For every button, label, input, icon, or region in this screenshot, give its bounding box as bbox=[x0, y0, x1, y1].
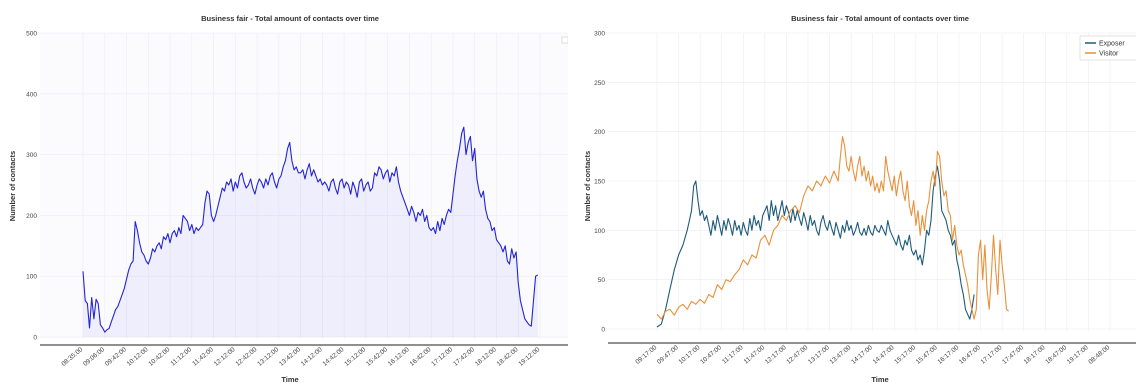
x-tick-label: 09:06:00 bbox=[82, 346, 106, 368]
y-tick-label: 200 bbox=[26, 213, 37, 220]
series-line bbox=[82, 126, 539, 333]
x-tick-label: 11:42:00 bbox=[191, 346, 215, 368]
x-tick-label: 16:47:00 bbox=[958, 344, 982, 366]
y-axis-ticks: 0 50 100 150 200 250 300 bbox=[594, 31, 605, 334]
y-axis-ticks: 0 100 200 300 400 500 bbox=[26, 31, 37, 342]
legend-box bbox=[561, 36, 568, 44]
x-tick-label: 11:17:00 bbox=[721, 344, 745, 366]
chart-title: Business fair - Total amount of contacts… bbox=[201, 14, 379, 23]
x-tick-label: 13:42:00 bbox=[278, 346, 302, 368]
visitor-series-line bbox=[656, 136, 1009, 320]
x-tick-label: 17:47:00 bbox=[1001, 344, 1025, 366]
x-tick-label: 12:42:00 bbox=[234, 346, 258, 368]
y-axis-label: Number of contacts bbox=[8, 151, 17, 221]
y-tick-label: 400 bbox=[26, 91, 37, 98]
x-tick-label: 10:12:00 bbox=[126, 346, 150, 368]
x-tick-label: 14:42:00 bbox=[322, 346, 346, 368]
y-tick-label: 300 bbox=[594, 31, 605, 38]
plot-area bbox=[40, 33, 568, 338]
x-tick-label: 14:47:00 bbox=[872, 344, 896, 366]
x-tick-label: 17:12:00 bbox=[430, 346, 454, 368]
x-axis-ticks: 08:35:0009:06:0009:42:0010:12:0010:42:00… bbox=[60, 346, 541, 368]
x-tick-label: 08:48:00 bbox=[1087, 344, 1111, 366]
y-axis-label: Number of contacts bbox=[583, 151, 592, 221]
y-tick-label: 300 bbox=[26, 152, 37, 159]
x-tick-label: 14:12:00 bbox=[300, 346, 324, 368]
x-tick-label: 16:42:00 bbox=[409, 346, 433, 368]
plot-area bbox=[608, 33, 1136, 335]
legend: Exposer Visitor bbox=[1079, 35, 1136, 61]
x-tick-label: 17:42:00 bbox=[452, 346, 476, 368]
total-contacts-chart: Business fair - Total amount of contacts… bbox=[8, 14, 568, 383]
x-tick-label: 16:12:00 bbox=[387, 346, 411, 368]
legend-label-exposer: Exposer bbox=[1099, 41, 1125, 48]
x-tick-label: 09:47:00 bbox=[656, 344, 680, 366]
x-tick-label: 18:17:00 bbox=[1023, 344, 1047, 366]
x-axis-label: Time bbox=[281, 375, 298, 383]
y-tick-label: 250 bbox=[594, 80, 605, 87]
x-tick-label: 14:17:00 bbox=[850, 344, 874, 366]
y-tick-label: 200 bbox=[594, 129, 605, 136]
y-tick-label: 100 bbox=[26, 274, 37, 281]
x-axis-label: Time bbox=[871, 375, 888, 383]
y-tick-label: 50 bbox=[598, 277, 606, 284]
x-tick-label: 12:17:00 bbox=[764, 344, 788, 366]
x-tick-label: 13:12:00 bbox=[256, 346, 280, 368]
exposer-series-line bbox=[656, 165, 975, 328]
x-tick-label: 08:35:00 bbox=[60, 346, 84, 368]
x-tick-label: 18:47:00 bbox=[1044, 344, 1068, 366]
contacts-line bbox=[82, 126, 539, 333]
series-lines bbox=[656, 136, 1009, 328]
x-tick-label: 12:47:00 bbox=[785, 344, 809, 366]
x-tick-label: 15:47:00 bbox=[915, 344, 939, 366]
y-tick-label: 100 bbox=[594, 228, 605, 235]
x-tick-label: 12:12:00 bbox=[213, 346, 237, 368]
x-tick-label: 10:42:00 bbox=[147, 346, 171, 368]
x-tick-label: 15:12:00 bbox=[343, 346, 367, 368]
x-tick-label: 15:42:00 bbox=[365, 346, 389, 368]
x-tick-label: 09:42:00 bbox=[104, 346, 128, 368]
x-tick-label: 10:47:00 bbox=[699, 344, 723, 366]
x-tick-label: 09:17:00 bbox=[634, 344, 658, 366]
x-tick-label: 13:47:00 bbox=[829, 344, 853, 366]
legend-box bbox=[1079, 35, 1136, 61]
y-tick-label: 500 bbox=[26, 31, 37, 38]
x-tick-label: 17:17:00 bbox=[980, 344, 1004, 366]
x-tick-label: 11:12:00 bbox=[170, 346, 194, 368]
y-tick-label: 150 bbox=[594, 179, 605, 186]
x-tick-label: 10:17:00 bbox=[678, 344, 702, 366]
x-tick-label: 19:12:00 bbox=[517, 346, 541, 368]
x-tick-label: 13:17:00 bbox=[807, 344, 831, 366]
legend-label-visitor: Visitor bbox=[1099, 51, 1119, 58]
x-tick-label: 15:17:00 bbox=[893, 344, 917, 366]
x-tick-label: 18:42:00 bbox=[496, 346, 520, 368]
chart-title: Business fair - Total amount of contacts… bbox=[791, 14, 969, 23]
x-tick-label: 18:12:00 bbox=[474, 346, 498, 368]
area-fill bbox=[83, 127, 538, 337]
x-axis-ticks: 09:17:0009:47:0010:17:0010:47:0011:17:00… bbox=[634, 344, 1111, 366]
x-tick-label: 19:17:00 bbox=[1066, 344, 1090, 366]
x-tick-label: 16:17:00 bbox=[936, 344, 960, 366]
y-tick-label: 0 bbox=[601, 327, 605, 334]
x-tick-label: 11:47:00 bbox=[743, 344, 767, 366]
exposer-visitor-chart: Business fair - Total amount of contacts… bbox=[583, 14, 1136, 383]
y-tick-label: 0 bbox=[33, 335, 37, 342]
contacts-area bbox=[83, 127, 538, 337]
